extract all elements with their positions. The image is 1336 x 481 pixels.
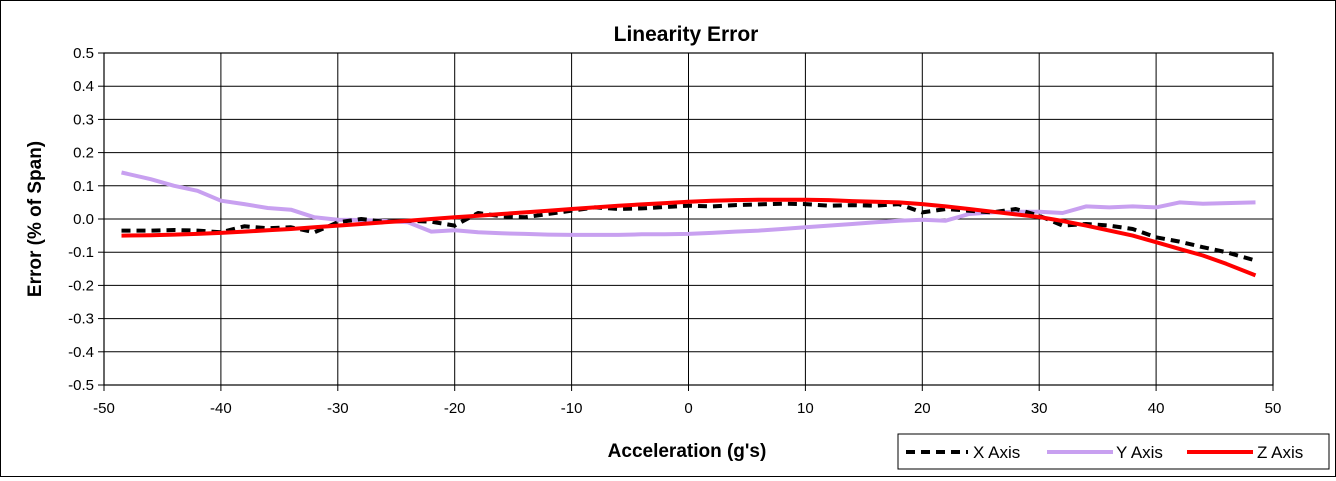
plot-border xyxy=(103,52,1274,386)
y-axis-title: Error (% of Span) xyxy=(25,141,46,297)
series-line-z-axis xyxy=(121,197,1257,278)
legend-box xyxy=(897,433,1330,470)
series-lines xyxy=(121,170,1257,278)
y-tick-label: -0.2 xyxy=(68,277,94,294)
x-tick-label: -20 xyxy=(444,400,466,417)
chart-title: Linearity Error xyxy=(614,23,759,46)
x-tick-label: -50 xyxy=(93,400,115,417)
y-tick-label: 0.5 xyxy=(73,45,94,62)
y-tick-label: -0.1 xyxy=(68,244,94,261)
y-tick-label: -0.4 xyxy=(68,344,94,361)
x-axis-title: Acceleration (g's) xyxy=(608,441,767,462)
y-tick-label: 0.3 xyxy=(73,111,94,128)
x-tick-labels: -50 -40 -30 -20 -10 0 10 20 30 40 50 xyxy=(93,400,1281,417)
legend-label-y-axis: Y Axis xyxy=(1116,443,1163,462)
x-tick-label: -30 xyxy=(327,400,349,417)
y-tick-labels: 0.5 0.4 0.3 0.2 0.1 0.0 -0.1 -0.2 -0.3 -0.4 -0.5 xyxy=(68,45,94,394)
y-tick-label: 0.1 xyxy=(73,178,94,195)
x-tick-label: -10 xyxy=(561,400,583,417)
x-tick-label: 50 xyxy=(1265,400,1282,417)
y-tick-label: 0.4 xyxy=(73,78,94,95)
y-tick-label: -0.5 xyxy=(68,377,94,394)
series-line-y-axis xyxy=(121,170,1256,237)
y-tick-label: -0.3 xyxy=(68,311,94,328)
x-tick-label: 0 xyxy=(684,400,692,417)
legend: X Axis Y Axis Z Axis xyxy=(897,433,1330,470)
x-tick-label: 20 xyxy=(914,400,931,417)
legend-label-z-axis: Z Axis xyxy=(1257,443,1303,462)
x-tick-label: 40 xyxy=(1148,400,1165,417)
legend-label-x-axis: X Axis xyxy=(973,443,1020,462)
y-tick-label: 0.2 xyxy=(73,145,94,162)
y-tick-label: 0.0 xyxy=(73,211,94,228)
x-tick-label: -40 xyxy=(210,400,232,417)
x-tick-label: 30 xyxy=(1031,400,1048,417)
x-tick-label: 10 xyxy=(797,400,814,417)
series-line-x-axis xyxy=(121,201,1257,263)
